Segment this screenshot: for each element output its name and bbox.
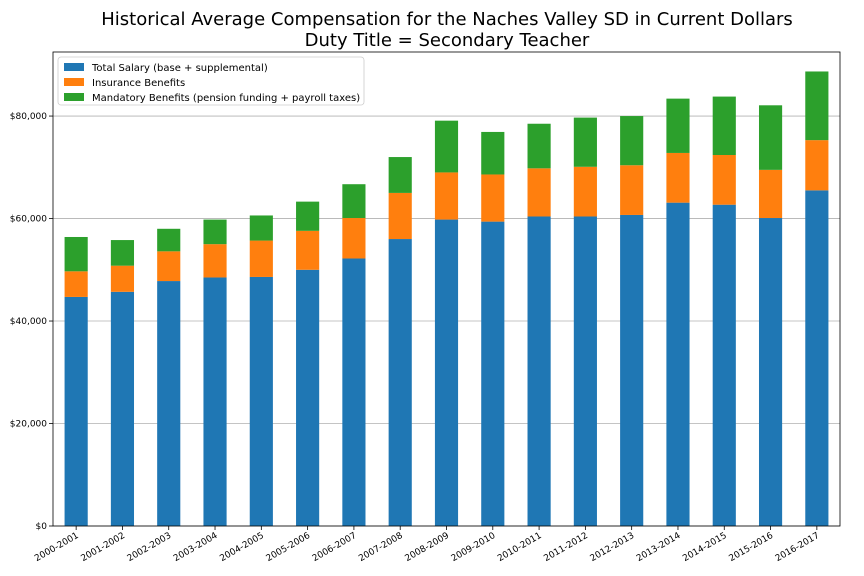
- y-tick-label: $40,000: [10, 317, 47, 327]
- bar-segment-2: [481, 174, 505, 222]
- x-tick-label: 2003-2004: [172, 531, 220, 564]
- legend-swatch-2: [64, 78, 84, 86]
- legend-box: [57, 56, 365, 106]
- y-tick-label: $60,000: [10, 215, 47, 225]
- legend-label-1: Total Salary (base + supplemental): [91, 63, 268, 74]
- bar-segment-2: [249, 240, 273, 277]
- x-tick-label: 2006-2007: [311, 531, 358, 564]
- bar-segment-3: [388, 157, 412, 193]
- x-tick-label: 2002-2003: [126, 531, 173, 564]
- bar-segment-1: [342, 258, 366, 526]
- x-tick-label: 2011-2012: [542, 531, 589, 564]
- bar-segment-3: [296, 201, 320, 231]
- bar-segment-2: [388, 192, 412, 240]
- bar-segment-1: [203, 277, 227, 526]
- bar-segment-3: [620, 116, 644, 166]
- bar-segment-3: [64, 236, 88, 272]
- bar-segment-1: [481, 221, 505, 527]
- bar-segment-2: [296, 230, 320, 270]
- bar-segment-2: [157, 251, 181, 282]
- legend-label-3: Mandatory Benefits (pension funding + pa…: [92, 93, 360, 104]
- chart-title: Historical Average Compensation for the …: [101, 9, 793, 30]
- bar-segment-1: [110, 291, 135, 526]
- bar-segment-1: [296, 269, 320, 526]
- x-tick-label: 2004-2005: [218, 531, 265, 564]
- y-tick-label: $20,000: [10, 420, 47, 430]
- bar-segment-1: [527, 216, 551, 526]
- bar-segment-3: [758, 105, 783, 170]
- bar-segment-1: [573, 216, 597, 526]
- legend-label-2: Insurance Benefits: [92, 78, 185, 89]
- x-tick-label: 2000-2001: [33, 531, 80, 564]
- bar-segment-1: [64, 296, 88, 526]
- bar-segment-2: [527, 168, 551, 217]
- x-tick-label: 2009-2010: [450, 531, 498, 564]
- x-tick-label: 2015-2016: [728, 531, 776, 564]
- x-tick-label: 2001-2002: [79, 531, 126, 564]
- x-tick-label: 2013-2014: [635, 531, 683, 564]
- bar-segment-3: [666, 98, 690, 153]
- y-axis: $0 $20,000 $40,000 $60,000 $80,000: [10, 112, 53, 532]
- bar-segment-2: [805, 140, 829, 191]
- bar-segment-1: [712, 204, 736, 526]
- bar-segment-2: [573, 166, 597, 217]
- bar-segment-1: [249, 276, 273, 526]
- bar-segment-2: [712, 154, 736, 205]
- bar-segment-3: [527, 123, 551, 169]
- bar-segment-2: [434, 172, 459, 220]
- legend-swatch-1: [64, 63, 84, 71]
- bar-segment-1: [388, 239, 412, 526]
- x-tick-label: 2005-2006: [265, 531, 313, 564]
- x-tick-label: 2016-2017: [774, 531, 821, 564]
- bar-segment-3: [805, 71, 829, 141]
- bar-segment-3: [249, 215, 273, 241]
- bar-segment-1: [620, 214, 644, 527]
- legend: Total Salary (base + supplemental) Insura…: [57, 56, 365, 106]
- x-tick-label: 2012-2013: [589, 531, 636, 564]
- bars: [64, 71, 829, 527]
- bar-segment-3: [434, 120, 459, 173]
- bar-segment-1: [434, 219, 459, 526]
- bar-segment-2: [110, 265, 135, 292]
- chart-subtitle: Duty Title = Secondary Teacher: [305, 30, 590, 51]
- x-tick-label: 2010-2011: [496, 531, 543, 564]
- bar-segment-2: [666, 152, 690, 203]
- bar-segment-3: [157, 228, 181, 252]
- bar-segment-3: [203, 219, 227, 245]
- x-tick-label: 2014-2015: [681, 531, 728, 564]
- legend-swatch-3: [64, 93, 84, 101]
- bar-segment-1: [805, 190, 829, 526]
- bar-segment-2: [342, 218, 366, 259]
- x-axis: 2000-20012001-20022002-20032003-20042004…: [33, 526, 821, 564]
- x-tick-label: 2007-2008: [357, 531, 405, 564]
- bar-segment-2: [203, 244, 227, 278]
- bar-segment-1: [157, 281, 181, 526]
- bar-segment-2: [620, 165, 644, 215]
- bar-segment-3: [712, 96, 736, 155]
- bar-segment-3: [481, 131, 505, 175]
- bar-segment-2: [64, 271, 88, 297]
- y-tick-label: $0: [36, 522, 48, 532]
- y-tick-label: $80,000: [10, 112, 47, 122]
- bar-segment-1: [758, 218, 783, 526]
- bar-segment-3: [110, 240, 135, 266]
- bar-segment-3: [342, 184, 366, 219]
- bar-segment-3: [573, 117, 597, 167]
- bar-segment-1: [666, 202, 690, 526]
- x-tick-label: 2008-2009: [404, 531, 452, 564]
- bar-segment-2: [758, 169, 783, 219]
